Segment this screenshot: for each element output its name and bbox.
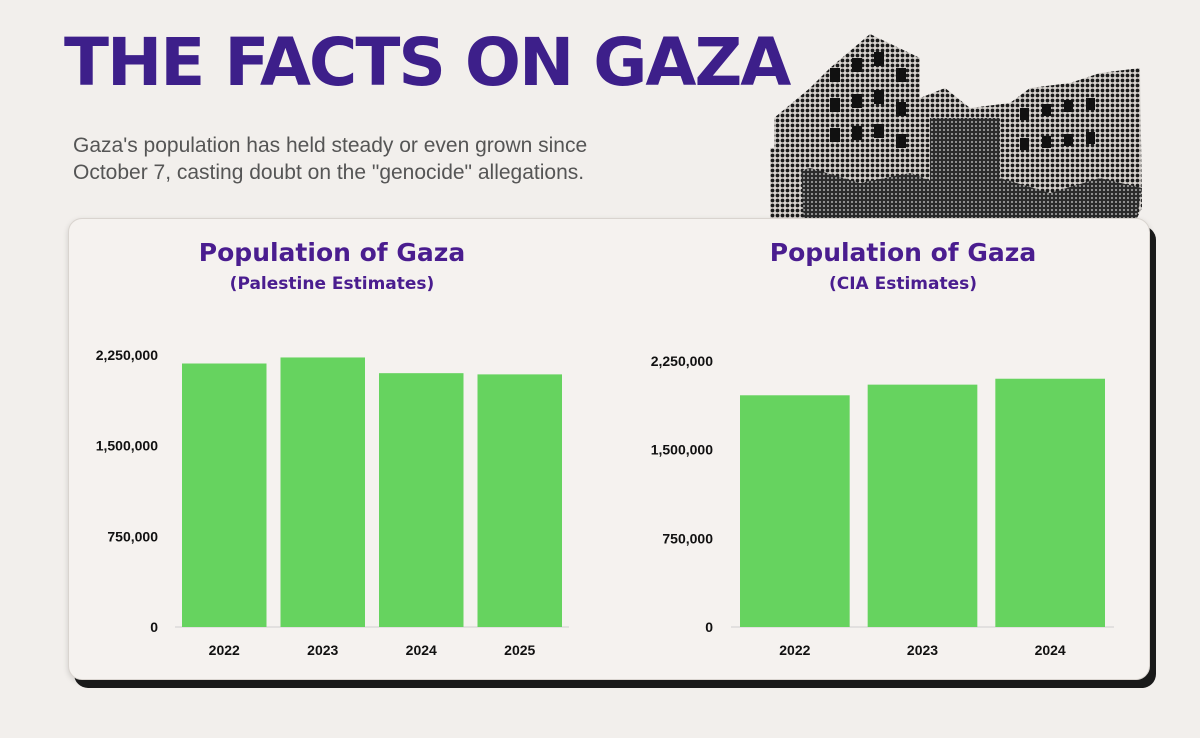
bars — [175, 357, 569, 628]
x-axis-ticks: 2022 2023 2024 2025 — [209, 642, 536, 658]
y-tick-label: 2,250,000 — [96, 347, 158, 363]
page-title: THE FACTS ON GAZA — [64, 24, 791, 101]
y-axis-ticks: 0 750,000 1,500,000 2,250,000 — [651, 353, 714, 635]
bar-2025 — [477, 374, 562, 627]
x-tick-label: 2024 — [406, 642, 437, 658]
chart-title: Population of Gaza — [199, 238, 465, 267]
y-tick-label: 0 — [705, 619, 713, 635]
bar-2022 — [740, 395, 850, 627]
x-tick-label: 2023 — [307, 642, 338, 658]
y-tick-label: 750,000 — [107, 528, 158, 544]
x-axis-ticks: 2022 2023 2024 — [779, 642, 1066, 658]
chart-subtitle: (CIA Estimates) — [829, 274, 977, 294]
y-axis-ticks: 0 750,000 1,500,000 2,250,000 — [96, 347, 159, 635]
bar-2024 — [995, 378, 1105, 627]
bars — [731, 378, 1114, 628]
chart-title: Population of Gaza — [770, 238, 1036, 267]
chart-subtitle: (Palestine Estimates) — [230, 274, 435, 294]
x-tick-label: 2024 — [1035, 642, 1066, 658]
charts-svg: Population of Gaza (Palestine Estimates)… — [96, 238, 1114, 658]
y-tick-label: 1,500,000 — [651, 442, 713, 458]
charts-card: Population of Gaza (Palestine Estimates)… — [68, 218, 1150, 680]
bar-2024 — [379, 373, 464, 627]
chart-cia: Population of Gaza (CIA Estimates) 0 750,… — [651, 238, 1114, 658]
bar-2023 — [867, 384, 978, 627]
bar-2023 — [280, 357, 365, 627]
y-tick-label: 750,000 — [662, 530, 713, 546]
x-tick-label: 2022 — [779, 642, 810, 658]
chart-palestine: Population of Gaza (Palestine Estimates)… — [96, 238, 569, 658]
page-subtitle: Gaza's population has held steady or eve… — [73, 134, 588, 184]
x-tick-label: 2022 — [209, 642, 240, 658]
building-rubble-icon — [770, 34, 1142, 224]
bar-2022 — [182, 363, 267, 627]
x-tick-label: 2025 — [504, 642, 535, 658]
x-tick-label: 2023 — [907, 642, 938, 658]
y-tick-label: 1,500,000 — [96, 438, 158, 454]
y-tick-label: 2,250,000 — [651, 353, 713, 369]
y-tick-label: 0 — [150, 619, 158, 635]
